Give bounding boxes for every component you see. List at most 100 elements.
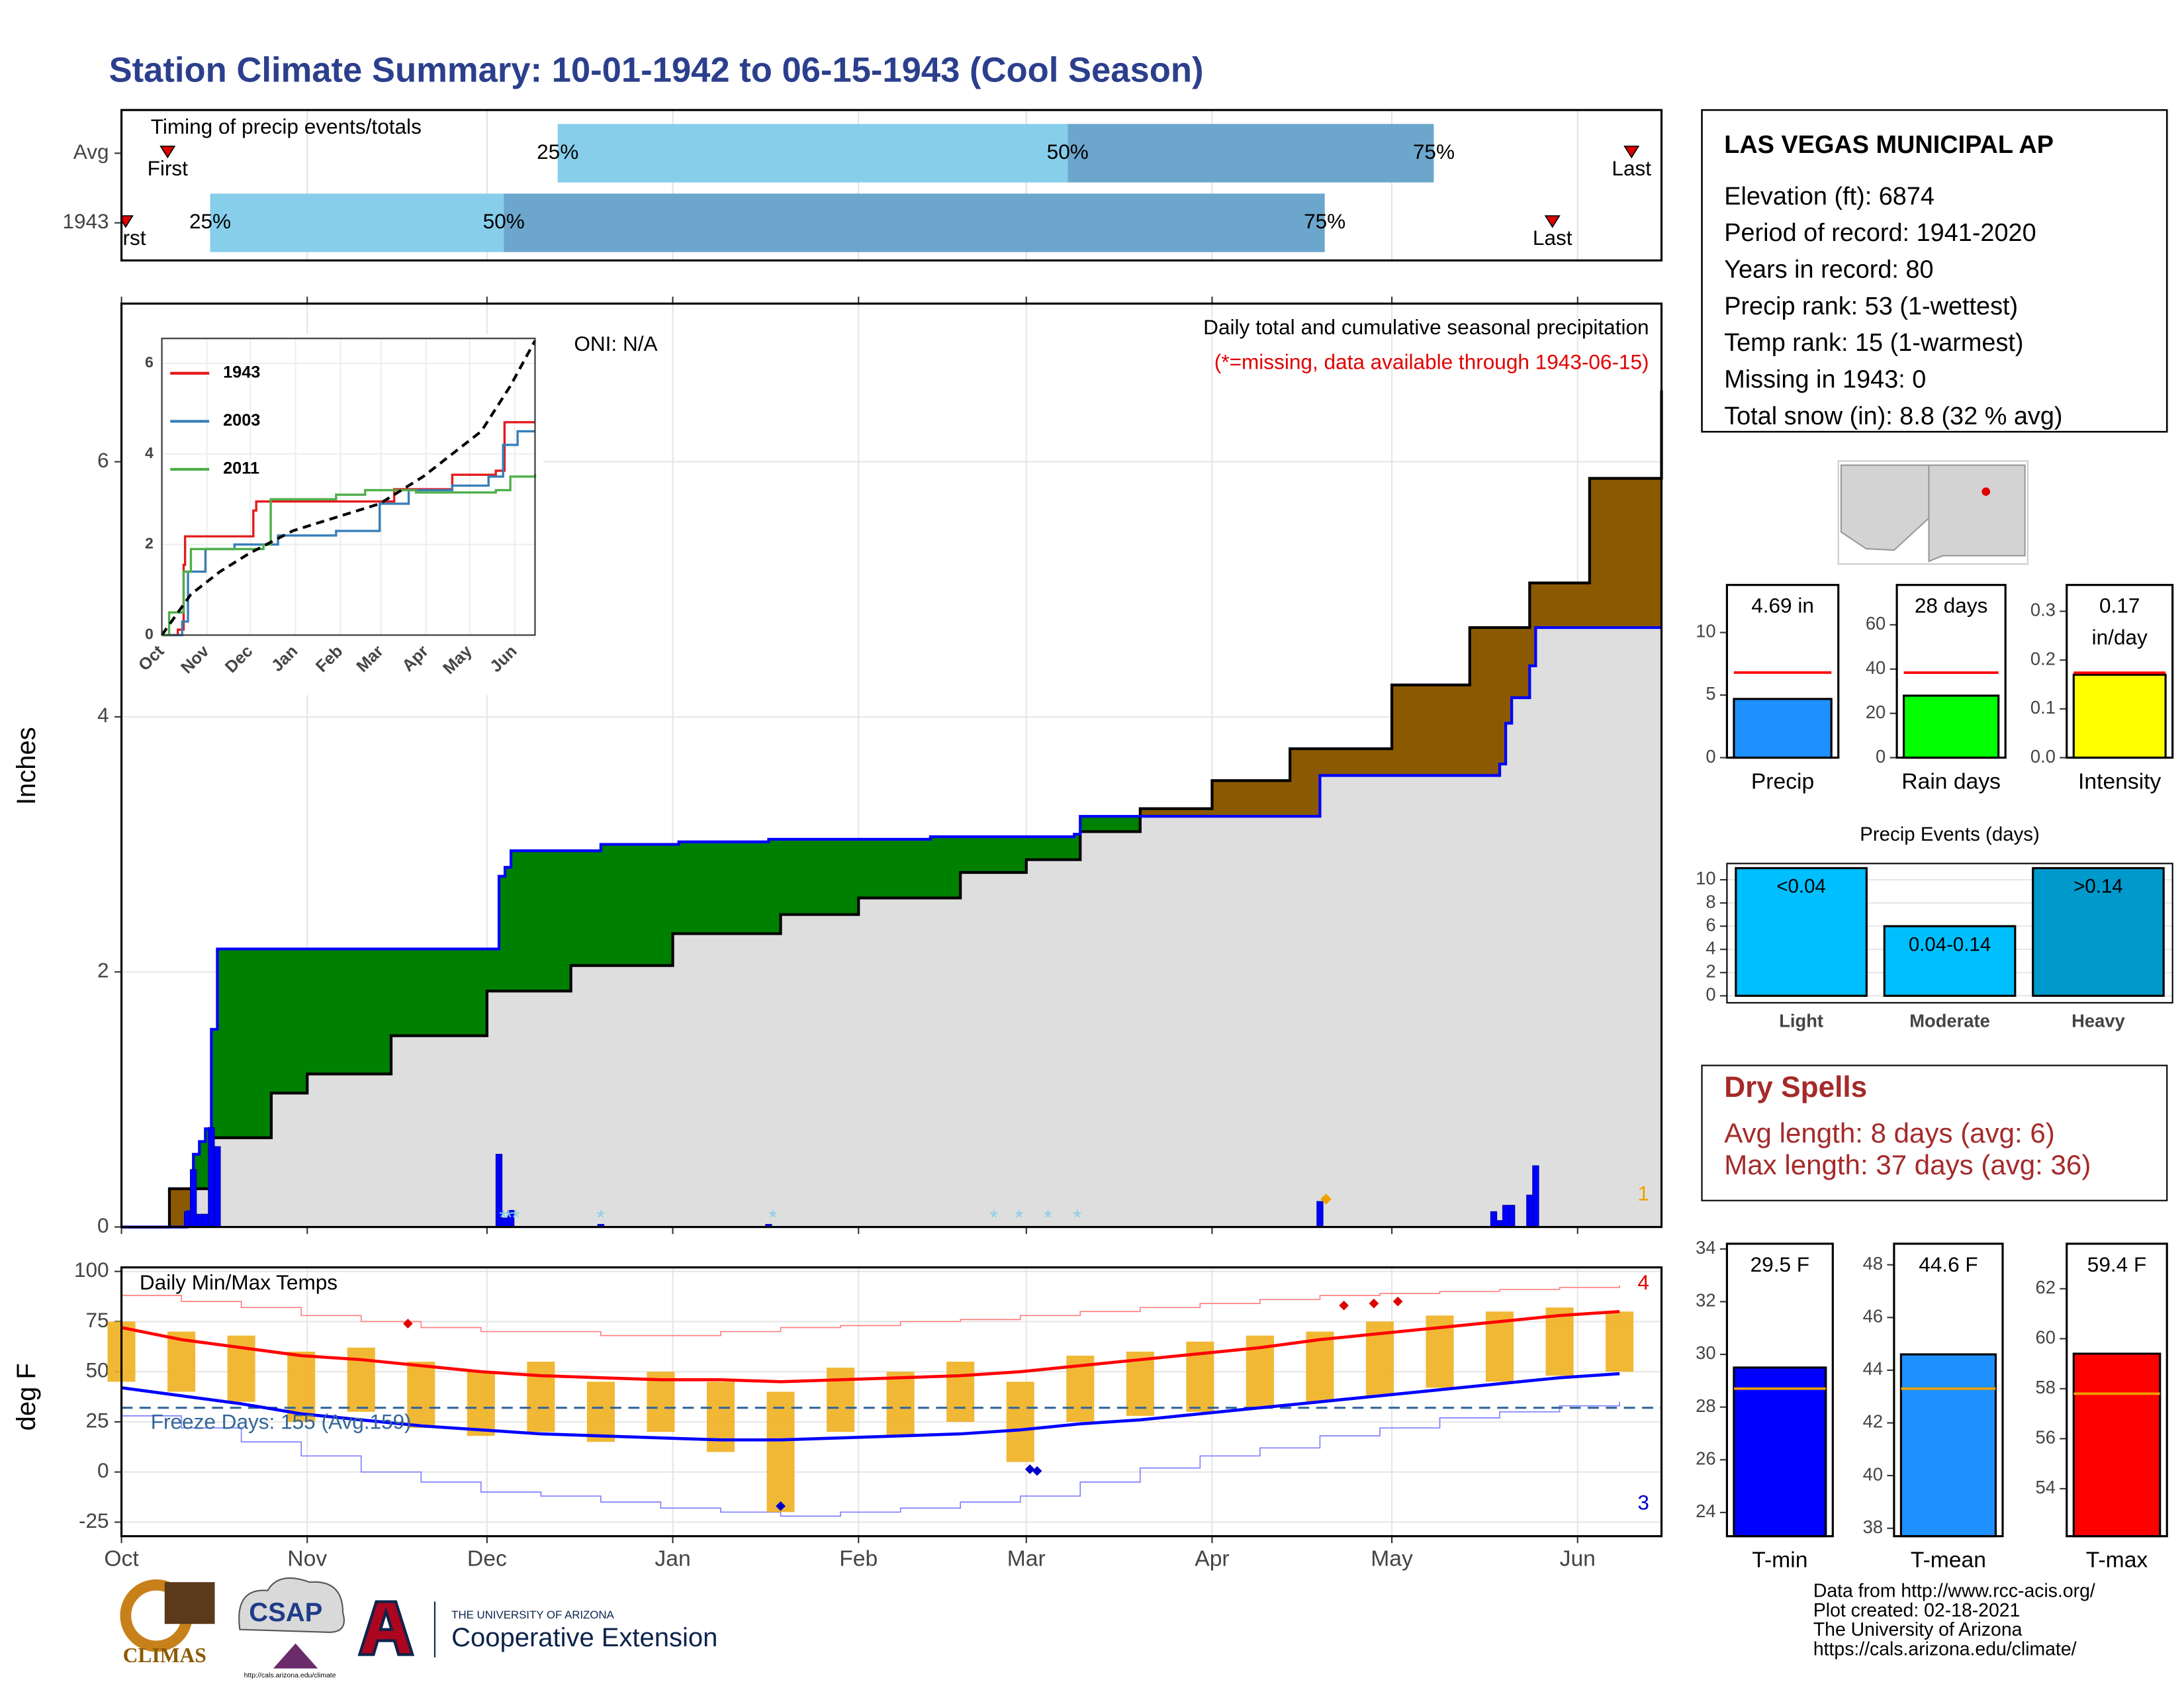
daily-precip-bar (1502, 1205, 1510, 1228)
bar (1903, 694, 2000, 759)
y-axis-title: deg F (12, 1363, 41, 1430)
bar (2032, 867, 2165, 997)
event-marker (159, 146, 176, 159)
y-tick-label: 5 (1706, 683, 1715, 704)
y-tick-label: 44 (1863, 1358, 1883, 1379)
daily-precip-bar (196, 1213, 203, 1228)
daily-temp-bar (347, 1347, 375, 1412)
y-tick-label: 32 (1696, 1290, 1715, 1311)
station-name: LAS VEGAS MUNICIPAL AP (1724, 131, 2054, 159)
y-tick-label: 0 (97, 1213, 109, 1237)
y-tick-label: 40 (1866, 657, 1886, 678)
y-tick-label: 26 (1696, 1448, 1715, 1468)
y-tick-label: 6 (97, 448, 109, 472)
value-label: 59.4 F (2087, 1252, 2146, 1276)
inset-border (161, 338, 536, 636)
quartile-label: 50% (483, 209, 525, 233)
event-label: Last (1612, 156, 1651, 180)
station-info: Missing in 1943: 0 (1724, 365, 1926, 393)
daily-temp-bar (1606, 1311, 1634, 1372)
locator-map (1837, 460, 2028, 565)
event-marker (1623, 146, 1640, 159)
y-axis-title: Inches (12, 727, 41, 805)
quartile-label: 75% (1304, 209, 1345, 233)
dry-spell-line: Max length: 37 days (avg: 36) (1724, 1149, 2091, 1180)
panel-border (120, 1266, 1663, 1538)
y-tick-label: 58 (2036, 1377, 2056, 1397)
event-label: First (105, 226, 146, 250)
quartile-bar (504, 193, 1325, 252)
panel-border (2066, 1243, 2168, 1538)
y-tick-label: 0 (1706, 746, 1715, 767)
x-tick-label: Nov (287, 1546, 327, 1571)
panel-border (120, 109, 1663, 262)
station-info: Total snow (in): 8.8 (32 % avg) (1724, 402, 2062, 430)
csap-cloud (238, 1577, 345, 1633)
quartile-label: 75% (1413, 140, 1455, 164)
cumulative-line (121, 626, 1662, 1229)
bar (1899, 1353, 1997, 1538)
normal-line (121, 1309, 1620, 1383)
csap-mountain (273, 1643, 318, 1669)
station-info: Temp rank: 15 (1-warmest) (1724, 329, 2023, 357)
record-low-count: 3 (1637, 1491, 1649, 1515)
ua-logo (357, 1600, 415, 1656)
y-tick-label: 34 (1696, 1237, 1715, 1258)
missing-marker: * (512, 1205, 520, 1229)
value-label: 4.69 in (1751, 594, 1814, 618)
panel-border (1726, 863, 2173, 1004)
area-base (121, 628, 1662, 1227)
y-tick-label: 28 (1696, 1395, 1715, 1416)
y-tick-label: 75 (86, 1308, 109, 1332)
station-info: Elevation (ft): 6874 (1724, 183, 1934, 211)
missing-marker: * (504, 1205, 512, 1229)
temp-title: Daily Min/Max Temps (140, 1270, 338, 1294)
footer-line: The University of Arizona (1813, 1619, 2023, 1640)
x-tick-label: Jan (655, 1546, 690, 1571)
daily-temp-bar (647, 1372, 675, 1432)
x-tick-label: Light (1779, 1011, 1823, 1031)
missing-marker: * (1044, 1205, 1052, 1229)
record-marker (1369, 1298, 1379, 1309)
missing-marker: * (1073, 1205, 1081, 1229)
y-tick-label: 4 (97, 703, 109, 727)
inset-line (161, 474, 537, 637)
y-tick-label: 4 (145, 444, 154, 461)
page-title: Station Climate Summary: 10-01-1942 to 0… (109, 50, 1204, 89)
y-tick-label: 10 (1696, 621, 1715, 641)
daily-temp-bar (287, 1351, 316, 1422)
daily-precip-bar (183, 1211, 191, 1228)
extension-name: Cooperative Extension (451, 1623, 717, 1652)
daily-temp-bar (586, 1382, 615, 1442)
trace-count: 1 (1637, 1182, 1649, 1205)
daily-temp-bar (467, 1372, 495, 1436)
y-tick-label: 40 (1863, 1464, 1883, 1484)
cumulative-average-line (121, 390, 1663, 1229)
events-title: Precip Events (days) (1860, 823, 2040, 845)
daily-temp-bar (946, 1362, 975, 1422)
event-marker (1544, 215, 1561, 228)
x-tick-label: Dec (467, 1546, 507, 1571)
y-tick-label: 2 (1706, 961, 1715, 981)
quartile-bar (1068, 124, 1434, 183)
daily-temp-bar (886, 1372, 915, 1436)
daily-temp-bar (1126, 1351, 1154, 1416)
legend-label: 2011 (223, 459, 259, 478)
panel-border (1725, 584, 1840, 759)
y-tick-label: 0.0 (2030, 746, 2056, 767)
quartile-bar (557, 124, 1068, 183)
bar (1733, 1366, 1827, 1538)
value-label: 29.5 F (1751, 1252, 1809, 1276)
footer-line: Data from http://www.rcc-acis.org/ (1813, 1580, 2095, 1601)
logos: CLIMAS CSAP http://cals.arizona.edu/clim… (120, 1577, 717, 1679)
chart-subtitle: Daily total and cumulative seasonal prec… (1203, 315, 1649, 339)
station-info: Precip rank: 53 (1-wettest) (1724, 293, 2018, 320)
dry-spells-box (1701, 1064, 2168, 1201)
bar (1733, 698, 1833, 759)
record-line (121, 1285, 1620, 1336)
daily-precip-bar (1526, 1194, 1533, 1228)
y-tick-label: 50 (86, 1358, 109, 1382)
panel-border (1893, 1243, 2004, 1538)
y-tick-label: -25 (79, 1509, 109, 1532)
